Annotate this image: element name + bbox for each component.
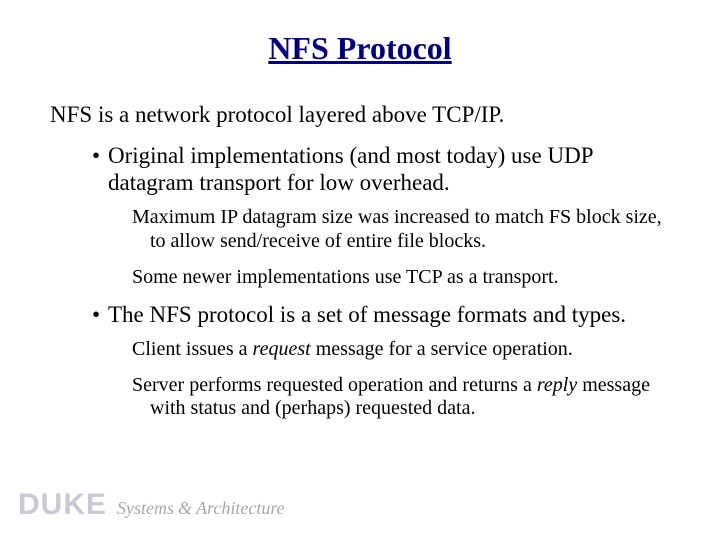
- slide-title: NFS Protocol: [50, 30, 670, 67]
- footer-systems: Systems: [117, 498, 174, 519]
- sub-bullet-1-1: Maximum IP datagram size was increased t…: [132, 206, 670, 253]
- sub-bullet-1-2: Some newer implementations use TCP as a …: [132, 266, 670, 290]
- text-run: message for a service operation.: [311, 338, 573, 360]
- footer-ampersand: &: [178, 498, 192, 519]
- bullet-dot-icon: •: [92, 301, 108, 328]
- bullet-item-1: • Original implementations (and most tod…: [92, 142, 670, 196]
- text-run: Client issues a: [132, 338, 253, 360]
- text-run: Server performs requested operation and …: [132, 374, 537, 396]
- emphasis-request: request: [253, 338, 311, 360]
- bullet-text: Original implementations (and most today…: [108, 142, 670, 196]
- sub-bullet-2-2: Server performs requested operation and …: [132, 374, 670, 421]
- emphasis-reply: reply: [537, 374, 577, 396]
- bullet-text: The NFS protocol is a set of message for…: [108, 301, 670, 328]
- bullet-item-2: • The NFS protocol is a set of message f…: [92, 301, 670, 328]
- duke-logo-text: DUKE: [18, 488, 107, 522]
- slide: NFS Protocol NFS is a network protocol l…: [0, 0, 720, 540]
- footer-branding: DUKE Systems & Architecture: [18, 488, 285, 522]
- intro-text: NFS is a network protocol layered above …: [50, 101, 670, 128]
- footer-architecture: Architecture: [196, 498, 285, 519]
- sub-bullet-2-1: Client issues a request message for a se…: [132, 338, 670, 362]
- systems-architecture-label: Systems & Architecture: [117, 498, 285, 519]
- bullet-dot-icon: •: [92, 142, 108, 196]
